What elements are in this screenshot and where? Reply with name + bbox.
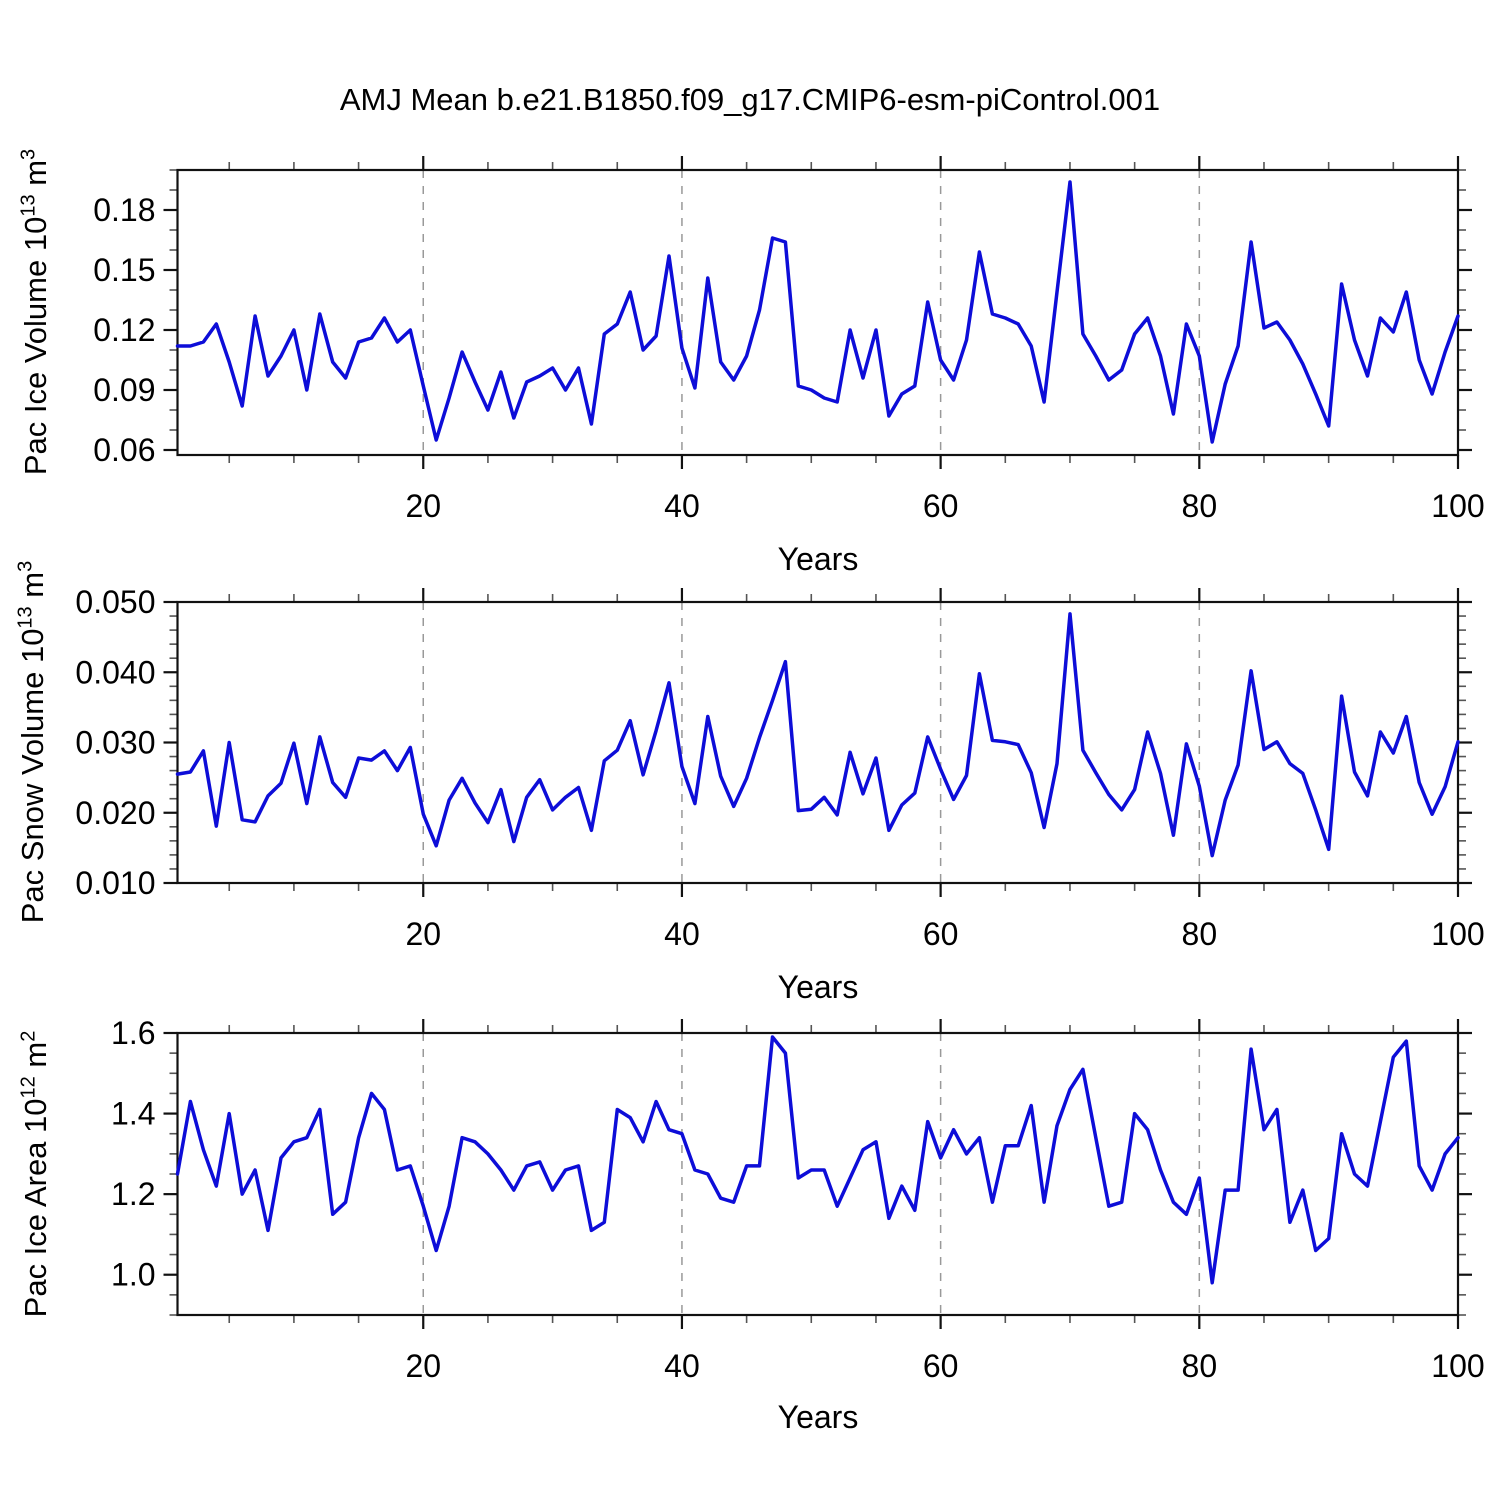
x-tick-label: 60	[923, 488, 959, 524]
y-tick-label: 1.4	[111, 1096, 155, 1132]
y-tick-label: 1.0	[111, 1257, 155, 1293]
ylabel-superscript: 3	[17, 148, 40, 160]
x-tick-label: 80	[1182, 488, 1218, 524]
ylabel-superscript: 13	[14, 606, 37, 629]
chart-title: AMJ Mean b.e21.B1850.f09_g17.CMIP6-esm-p…	[339, 82, 1161, 117]
y-tick-label: 0.06	[93, 432, 155, 468]
y-axis-label-pac-ice-area: Pac Ice Area 1012 m2	[18, 1031, 54, 1318]
x-tick-label: 20	[405, 488, 441, 524]
plot-frame	[176, 168, 1460, 457]
y-tick-label: 0.18	[93, 192, 155, 228]
panel-pac-ice-volume: 20 40 60 80 100 0.06 0.09 0.12 0.15 0.18	[93, 156, 1485, 524]
pac-ice-volume-line	[175, 180, 1460, 444]
panel-pac-ice-area: 20 40 60 80 100 1.0 1.2 1.4 1.6	[111, 1015, 1485, 1384]
x-tick-label: 40	[664, 488, 700, 524]
x-tick-label: 40	[664, 916, 700, 952]
y-tick-label: 1.6	[111, 1015, 155, 1051]
y-tick-label: 0.030	[75, 725, 155, 761]
x-tick-label: 100	[1431, 1348, 1484, 1384]
y-axis-label-pac-snow-volume: Pac Snow Volume 1013 m3	[15, 561, 51, 924]
y-tick-label: 1.2	[111, 1176, 155, 1212]
plot-frame	[176, 600, 1460, 885]
x-tick-label: 60	[923, 1348, 959, 1384]
x-axis-label-years-3: Years	[777, 1399, 859, 1435]
ylabel-superscript: 3	[14, 560, 37, 572]
pac-ice-area-line	[175, 1035, 1460, 1285]
panel-pac-snow-volume: 20 40 60 80 100 0.010 0.020 0.030 0.040 0.050	[75, 584, 1484, 952]
x-axis-label-years-1: Years	[777, 541, 859, 577]
y-tick-label: 0.15	[93, 252, 155, 288]
y-tick-label: 0.050	[75, 584, 155, 620]
plot-frame	[176, 1031, 1460, 1317]
ylabel-text: m	[18, 159, 53, 195]
y-tick-label: 0.09	[93, 372, 155, 408]
x-tick-label: 20	[405, 1348, 441, 1384]
pac-snow-volume-line	[175, 612, 1460, 858]
ylabel-text: m	[18, 1041, 53, 1077]
y-axis-label-pac-ice-volume: Pac Ice Volume 1013 m3	[18, 149, 54, 475]
y-tick-label: 0.12	[93, 312, 155, 348]
x-tick-label: 80	[1182, 1348, 1218, 1384]
x-tick-label: 20	[405, 916, 441, 952]
y-tick-label: 0.020	[75, 795, 155, 831]
y-tick-label: 0.010	[75, 865, 155, 901]
ylabel-text: Pac Ice Volume 10	[18, 216, 53, 476]
x-axis-label-years-2: Years	[777, 969, 859, 1005]
ylabel-superscript: 13	[17, 194, 40, 217]
y-tick-label: 0.040	[75, 654, 155, 690]
x-tick-label: 40	[664, 1348, 700, 1384]
x-tick-label: 60	[923, 916, 959, 952]
x-tick-label: 100	[1431, 916, 1484, 952]
ylabel-superscript: 12	[17, 1076, 40, 1099]
x-tick-label: 100	[1431, 488, 1484, 524]
x-tick-label: 80	[1182, 916, 1218, 952]
ylabel-text: m	[15, 571, 50, 607]
ylabel-text: Pac Snow Volume 10	[15, 628, 50, 924]
ylabel-superscript: 2	[17, 1030, 40, 1042]
ylabel-text: Pac Ice Area 10	[18, 1098, 53, 1318]
